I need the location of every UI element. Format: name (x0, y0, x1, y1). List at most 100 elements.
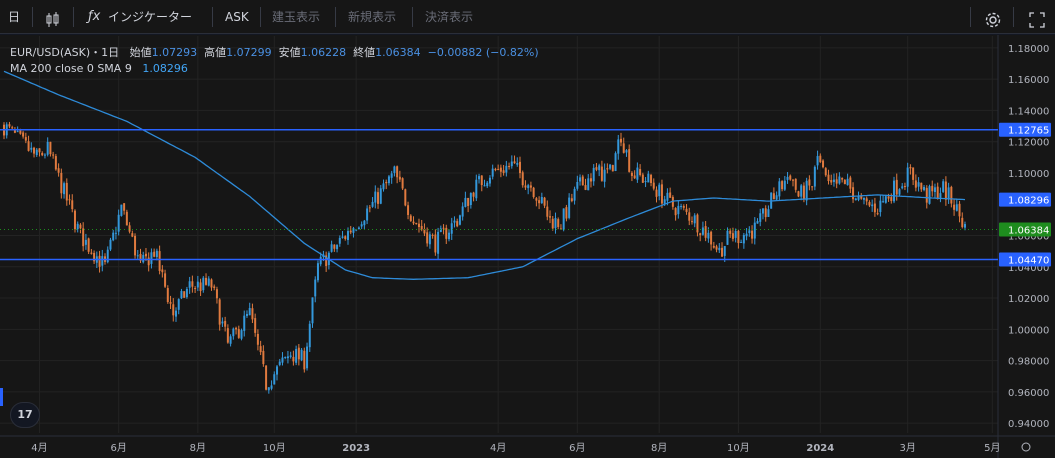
tradingview-logo[interactable]: 17 (10, 402, 40, 428)
candle-body (232, 328, 235, 337)
candle-body (248, 307, 251, 316)
candle-body (349, 230, 352, 233)
candle-body (237, 329, 240, 338)
candle-body (439, 228, 442, 232)
candle-body (718, 247, 721, 251)
toolbar-divider (32, 7, 33, 27)
candle-body (87, 238, 90, 252)
candle-body (797, 191, 800, 197)
candle-body (445, 227, 448, 239)
candle-body (794, 178, 797, 190)
x-axis-tick-label: 2024 (806, 443, 834, 454)
candle-body (458, 215, 461, 225)
candle-body (270, 385, 273, 389)
candle-body (276, 366, 279, 375)
candle-body (401, 178, 404, 189)
candle-body (917, 182, 920, 187)
candle-body (147, 257, 150, 266)
candle-body (24, 137, 27, 141)
indicator-fx-icon[interactable]: ƒx (88, 9, 101, 24)
candle-body (715, 246, 718, 250)
change-value: −0.00882 (−0.82%) (427, 46, 539, 59)
candle-body (265, 365, 268, 390)
candle-body (139, 254, 142, 261)
candle-body (824, 168, 827, 176)
candle-body (101, 256, 104, 266)
candle-body (196, 281, 199, 288)
candle-body (33, 147, 36, 154)
candle-body (393, 166, 396, 173)
candle-body (862, 197, 865, 200)
candle-body (341, 236, 344, 238)
ma-row[interactable]: MA 200 close 0 SMA 9 1.08296 (10, 61, 539, 77)
candle-body (346, 231, 349, 241)
time-axis-settings-icon[interactable] (1021, 442, 1031, 452)
candle-body (611, 165, 614, 172)
candle-body (890, 197, 893, 202)
candle-body (756, 221, 759, 224)
candle-body (456, 221, 459, 227)
toolbar-divider (73, 7, 74, 27)
candle-body (650, 174, 653, 183)
candle-body (808, 179, 811, 186)
candle-body (303, 350, 306, 370)
candle-body (562, 208, 565, 230)
show-new-orders-button[interactable]: 新規表示 (348, 10, 397, 24)
candle-body (857, 196, 860, 200)
symbol-label: EUR/USD(ASK)・1日 (10, 46, 120, 59)
candle-body (65, 182, 68, 201)
candle-body (816, 156, 819, 166)
candle-body (721, 247, 724, 257)
candle-body (289, 355, 292, 357)
candle-body (316, 263, 319, 281)
candle-body (377, 192, 380, 204)
candle-body (887, 196, 890, 199)
candle-body (688, 212, 691, 221)
x-axis-tick-label: 3月 (899, 442, 915, 454)
candle-body (281, 357, 284, 363)
candle-body (308, 323, 311, 348)
candle-body (461, 206, 464, 217)
candle-body (123, 203, 126, 211)
candle-body (374, 191, 377, 203)
candle-body (936, 186, 939, 199)
candle-body (660, 184, 663, 204)
candle-body (606, 168, 609, 170)
candle-body (363, 220, 366, 226)
candle-body (759, 213, 762, 222)
candle-body (595, 167, 598, 170)
candle-type-icon[interactable] (44, 8, 62, 27)
y-axis-tick-label: 0.96000 (1008, 388, 1049, 399)
candle-body (811, 186, 814, 188)
show-settled-button[interactable]: 決済表示 (425, 10, 474, 24)
candle-body (251, 308, 254, 320)
settings-gear-icon[interactable] (984, 8, 1002, 28)
candle-body (731, 233, 734, 239)
candle-body (494, 168, 497, 171)
price-chart[interactable]: 1.18000 1.16000 1.14000 1.12000 1.10000 1.060… (0, 35, 1055, 458)
candle-body (609, 164, 612, 169)
candle-body (846, 178, 849, 186)
candle-body (35, 149, 38, 155)
fullscreen-icon[interactable] (1028, 8, 1046, 28)
candle-body (876, 213, 879, 215)
price-type-button[interactable]: ASK (225, 10, 249, 24)
indicators-button[interactable]: インジケーター (108, 10, 193, 24)
show-positions-button[interactable]: 建玉表示 (272, 10, 321, 24)
candle-body (510, 161, 513, 167)
candle-body (169, 302, 172, 304)
interval-button[interactable]: 日 (8, 10, 21, 24)
candle-body (942, 181, 945, 192)
candle-body (218, 299, 221, 325)
candle-body (835, 179, 838, 184)
candle-body (221, 321, 224, 324)
candle-body (314, 279, 317, 297)
candle-body (895, 179, 898, 195)
low-value: 1.06228 (300, 46, 347, 59)
candle-body (505, 165, 508, 173)
x-axis-tick-label: 4月 (31, 442, 47, 454)
candle-body (453, 220, 456, 223)
candle-body (652, 182, 655, 189)
candle-body (366, 208, 369, 221)
candle-body (518, 161, 521, 174)
